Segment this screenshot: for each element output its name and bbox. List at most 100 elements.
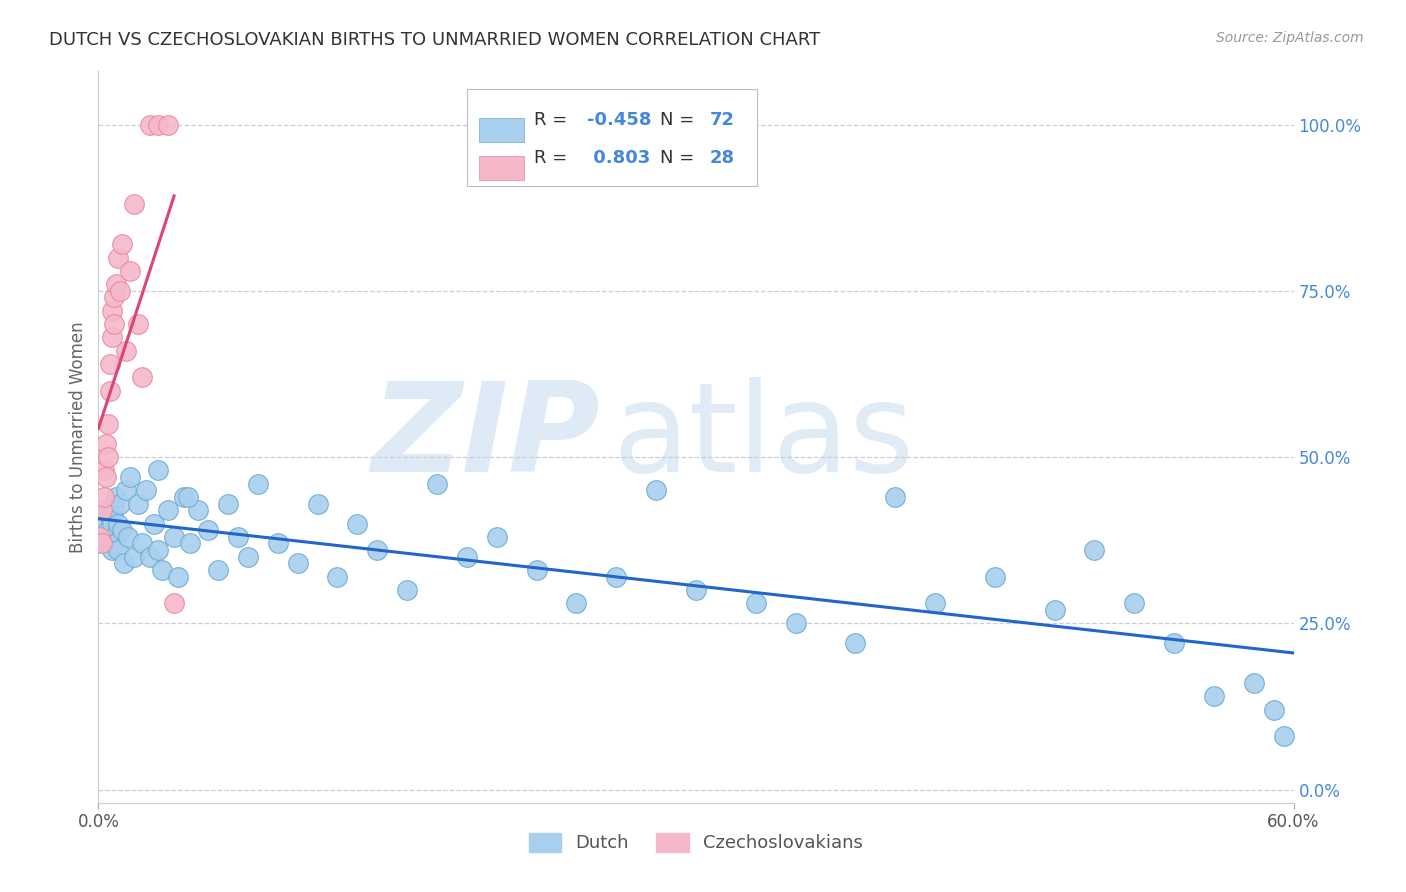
Point xyxy=(98,509,122,524)
Y-axis label: Births to Unmarried Women: Births to Unmarried Women xyxy=(69,321,87,553)
Text: 28: 28 xyxy=(710,149,734,167)
Point xyxy=(565,596,588,610)
Point xyxy=(1202,690,1225,704)
Point xyxy=(101,303,124,318)
FancyBboxPatch shape xyxy=(479,155,524,179)
Point xyxy=(131,536,153,550)
Point xyxy=(1272,729,1295,743)
Point xyxy=(98,357,122,371)
Point xyxy=(226,530,249,544)
Point xyxy=(111,237,134,252)
Point xyxy=(111,523,134,537)
Point xyxy=(115,483,138,498)
Point xyxy=(124,549,146,564)
Point xyxy=(366,543,388,558)
Point xyxy=(107,516,129,531)
Point xyxy=(1263,703,1285,717)
Point xyxy=(173,490,195,504)
Point xyxy=(984,570,1007,584)
Point xyxy=(1243,676,1265,690)
Point xyxy=(110,284,132,298)
Point xyxy=(1163,636,1185,650)
Point xyxy=(924,596,946,610)
Text: atlas: atlas xyxy=(613,376,914,498)
Point xyxy=(110,497,132,511)
Text: 0.803: 0.803 xyxy=(588,149,650,167)
Point xyxy=(93,463,115,477)
Point xyxy=(112,557,135,571)
Text: R =: R = xyxy=(534,112,567,129)
Point xyxy=(97,450,120,464)
Point xyxy=(103,290,125,304)
FancyBboxPatch shape xyxy=(467,89,758,186)
Point xyxy=(207,563,229,577)
Point xyxy=(177,490,200,504)
Point xyxy=(246,476,269,491)
Point xyxy=(97,523,120,537)
Point xyxy=(844,636,866,650)
Text: 72: 72 xyxy=(710,112,734,129)
Point xyxy=(107,543,129,558)
Point xyxy=(131,370,153,384)
Point xyxy=(163,530,186,544)
Point xyxy=(1083,543,1105,558)
FancyBboxPatch shape xyxy=(479,118,524,142)
Point xyxy=(127,317,149,331)
Point xyxy=(605,570,627,584)
Point xyxy=(179,536,201,550)
Point xyxy=(685,582,707,597)
Point xyxy=(346,516,368,531)
Point xyxy=(97,417,120,431)
Point xyxy=(426,476,449,491)
Point xyxy=(124,197,146,211)
Point xyxy=(117,530,139,544)
Point xyxy=(105,277,128,292)
Point xyxy=(93,516,115,531)
Point xyxy=(98,384,122,398)
Text: Source: ZipAtlas.com: Source: ZipAtlas.com xyxy=(1216,31,1364,45)
Point xyxy=(91,536,114,550)
Legend: Dutch, Czechoslovakians: Dutch, Czechoslovakians xyxy=(522,826,870,860)
Point xyxy=(120,470,142,484)
Point xyxy=(745,596,768,610)
Point xyxy=(456,549,478,564)
Point xyxy=(105,536,128,550)
Point xyxy=(115,343,138,358)
Point xyxy=(107,251,129,265)
Point xyxy=(103,530,125,544)
Point xyxy=(884,490,907,504)
Point xyxy=(96,436,118,450)
Point xyxy=(143,516,166,531)
Point xyxy=(139,118,162,132)
Point xyxy=(217,497,239,511)
Point xyxy=(645,483,668,498)
Text: N =: N = xyxy=(661,149,695,167)
Text: -0.458: -0.458 xyxy=(588,112,651,129)
Point xyxy=(1123,596,1146,610)
Point xyxy=(105,490,128,504)
Point xyxy=(326,570,349,584)
Point xyxy=(148,543,170,558)
Text: ZIP: ZIP xyxy=(371,376,600,498)
Text: N =: N = xyxy=(661,112,695,129)
Point xyxy=(135,483,157,498)
Point xyxy=(91,536,114,550)
Point xyxy=(236,549,259,564)
Point xyxy=(157,118,180,132)
Point xyxy=(485,530,508,544)
Point xyxy=(526,563,548,577)
Point xyxy=(287,557,309,571)
Point xyxy=(96,470,118,484)
Point xyxy=(139,549,162,564)
Point xyxy=(307,497,329,511)
Point xyxy=(197,523,219,537)
Point xyxy=(127,497,149,511)
Point xyxy=(101,330,124,344)
Point xyxy=(120,264,142,278)
Point xyxy=(187,503,209,517)
Point xyxy=(150,563,173,577)
Point xyxy=(148,118,170,132)
Point xyxy=(96,530,118,544)
Point xyxy=(101,516,124,531)
Point xyxy=(1043,603,1066,617)
